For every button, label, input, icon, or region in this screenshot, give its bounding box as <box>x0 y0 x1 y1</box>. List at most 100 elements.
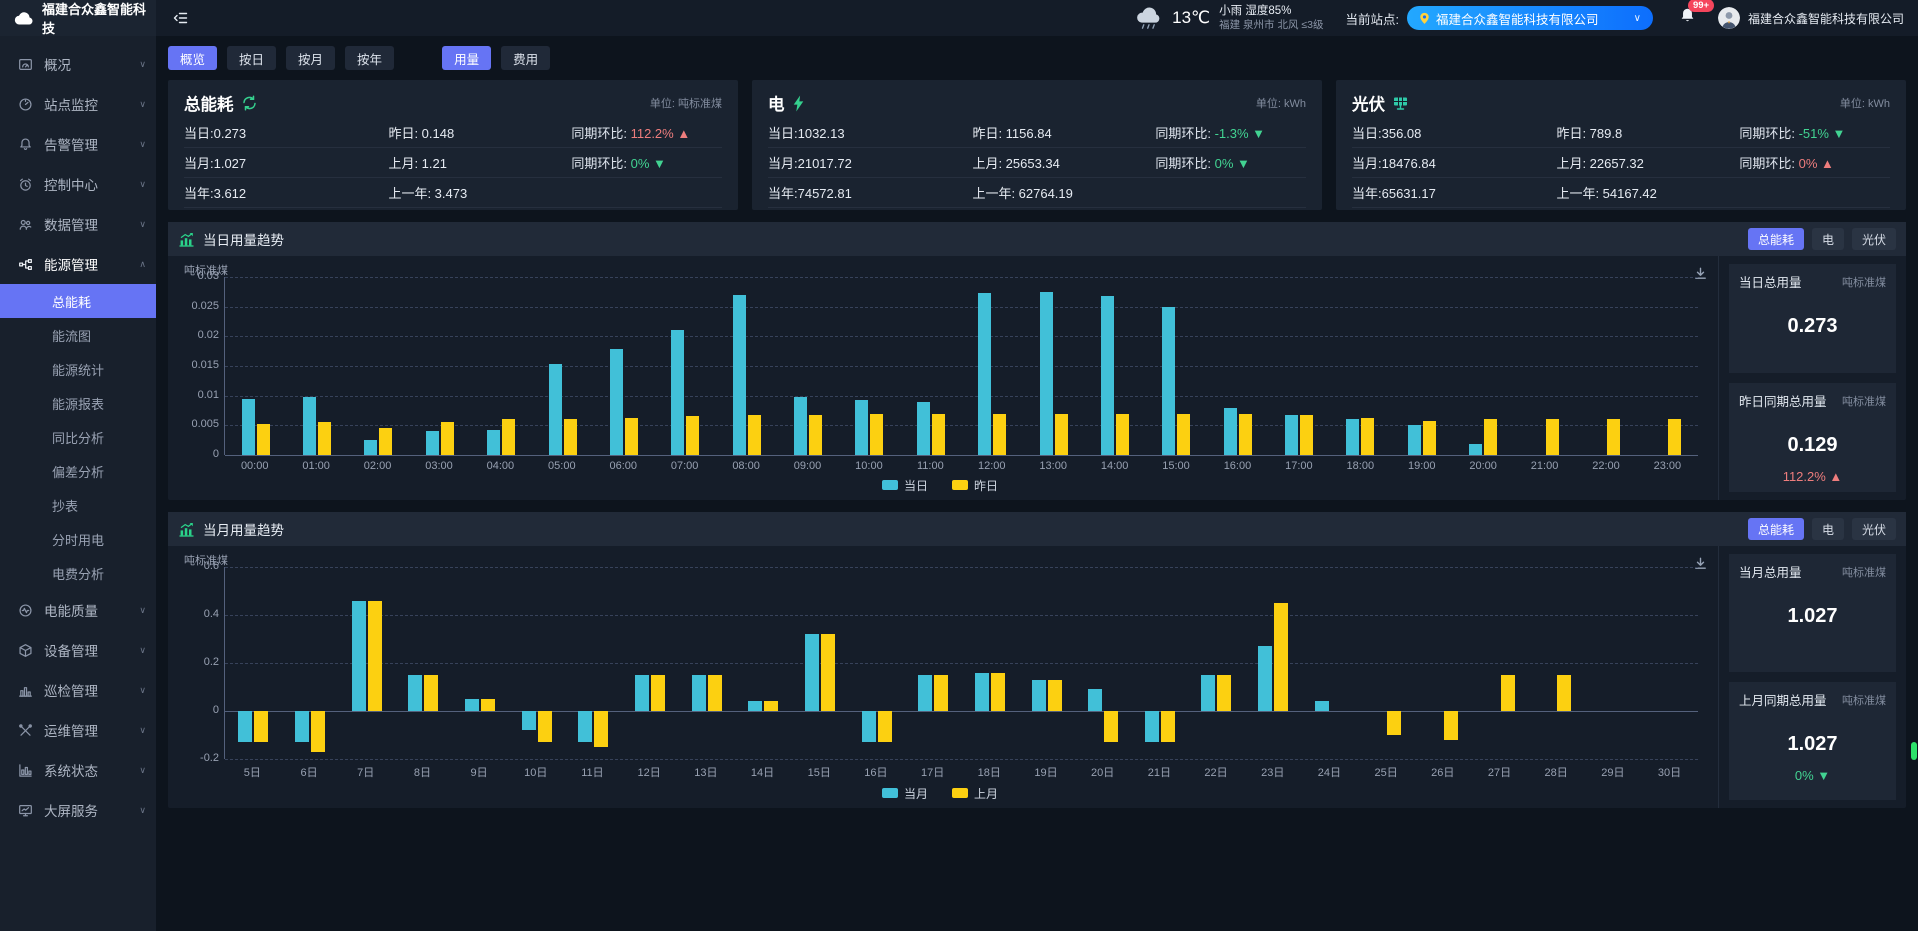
site-selector[interactable]: 福建合众鑫智能科技有限公司 ∨ <box>1406 6 1653 30</box>
bar-昨日[interactable] <box>502 419 516 455</box>
bar-昨日[interactable] <box>1054 413 1068 455</box>
bar-当日[interactable] <box>1100 296 1114 455</box>
bar-昨日[interactable] <box>1300 414 1314 455</box>
bar-上月[interactable] <box>310 711 325 752</box>
notifications-button[interactable]: 99+ <box>1679 0 1715 29</box>
bar-昨日[interactable] <box>747 414 761 455</box>
bar-昨日[interactable] <box>1115 413 1129 455</box>
bar-上月[interactable] <box>254 711 269 743</box>
bar-当日[interactable] <box>609 349 623 455</box>
bar-上月[interactable] <box>707 675 722 711</box>
collapse-menu-icon[interactable] <box>172 10 189 26</box>
chart-toggle-pv[interactable]: 光伏 <box>1851 228 1896 250</box>
bar-当日[interactable] <box>978 293 992 455</box>
bar-当月[interactable] <box>238 711 253 743</box>
sidebar-subitem-energy-report[interactable]: 能源报表 <box>52 396 105 412</box>
tab-overview[interactable]: 概览 <box>168 46 218 70</box>
bar-上月[interactable] <box>367 600 382 711</box>
scrollbar-thumb[interactable] <box>1911 742 1917 760</box>
bar-昨日[interactable] <box>563 419 577 455</box>
chart-toggle-pv[interactable]: 光伏 <box>1851 518 1896 540</box>
bar-昨日[interactable] <box>379 428 393 455</box>
chart-toggle-electric[interactable]: 电 <box>1811 518 1844 540</box>
legend-item[interactable]: 当月 <box>881 785 928 802</box>
bar-当日[interactable] <box>1469 444 1483 455</box>
bar-当月[interactable] <box>351 600 366 711</box>
bar-当月[interactable] <box>1144 711 1159 743</box>
legend-item[interactable]: 昨日 <box>952 477 998 494</box>
bar-当日[interactable] <box>1285 414 1299 455</box>
tab-by-year[interactable]: 按年 <box>345 46 395 70</box>
bar-昨日[interactable] <box>993 413 1007 455</box>
sidebar-subitem-energy-stats[interactable]: 能源统计 <box>52 362 105 378</box>
tab-usage[interactable]: 用量 <box>442 46 492 70</box>
bar-当日[interactable] <box>1223 407 1237 455</box>
bar-上月[interactable] <box>877 711 892 743</box>
chart-toggle-total-energy[interactable]: 总能耗 <box>1747 228 1804 250</box>
bar-上月[interactable] <box>650 675 665 711</box>
bar-上月[interactable] <box>820 634 835 711</box>
sidebar-subitem-tou-power[interactable]: 分时用电 <box>52 532 105 548</box>
bar-当月[interactable] <box>1258 646 1273 711</box>
bar-当月[interactable] <box>1314 701 1329 711</box>
bar-上月[interactable] <box>480 699 495 711</box>
bar-当日[interactable] <box>1039 291 1053 455</box>
bar-当日[interactable] <box>916 401 930 455</box>
bar-昨日[interactable] <box>1484 419 1498 455</box>
tab-by-day[interactable]: 按日 <box>227 46 277 70</box>
bar-当日[interactable] <box>241 398 255 455</box>
bar-当月[interactable] <box>918 675 933 711</box>
sidebar-item-alarm-management[interactable]: 告警管理 ∨ <box>0 124 156 164</box>
sidebar-item-system-status[interactable]: 系统状态 ∨ <box>0 750 156 790</box>
bar-上月[interactable] <box>1557 675 1572 711</box>
sidebar-subitem-meter-reading[interactable]: 抄表 <box>52 498 79 514</box>
bar-当月[interactable] <box>1201 675 1216 711</box>
bar-当月[interactable] <box>464 699 479 711</box>
bar-当日[interactable] <box>671 330 685 455</box>
bar-上月[interactable] <box>424 675 439 711</box>
bar-当月[interactable] <box>634 675 649 711</box>
bar-昨日[interactable] <box>870 413 884 455</box>
sidebar-subitem-tariff-analysis[interactable]: 电费分析 <box>52 566 105 582</box>
chart-toggle-electric[interactable]: 电 <box>1811 228 1844 250</box>
bar-昨日[interactable] <box>1422 420 1436 455</box>
bar-昨日[interactable] <box>1177 413 1191 455</box>
bar-当日[interactable] <box>1346 419 1360 455</box>
tab-cost[interactable]: 费用 <box>501 46 551 70</box>
legend-item[interactable]: 上月 <box>952 785 998 802</box>
sidebar-item-data-management[interactable]: 数据管理 ∨ <box>0 204 156 244</box>
bar-当月[interactable] <box>521 711 536 731</box>
sidebar-item-ops-management[interactable]: 运维管理 ∨ <box>0 710 156 750</box>
sidebar-item-power-quality[interactable]: 电能质量 ∨ <box>0 590 156 630</box>
chart-toggle-total-energy[interactable]: 总能耗 <box>1747 518 1804 540</box>
bar-当日[interactable] <box>732 294 746 455</box>
bar-上月[interactable] <box>594 711 609 747</box>
bar-当月[interactable] <box>861 711 876 743</box>
bar-当日[interactable] <box>548 364 562 455</box>
bar-当月[interactable] <box>974 672 989 711</box>
bar-昨日[interactable] <box>440 422 454 455</box>
bar-昨日[interactable] <box>931 413 945 455</box>
bar-上月[interactable] <box>1387 711 1402 735</box>
bar-昨日[interactable] <box>1606 419 1620 455</box>
bar-昨日[interactable] <box>1668 419 1682 455</box>
sidebar-item-bigscreen-service[interactable]: 大屏服务 ∨ <box>0 790 156 830</box>
bar-当月[interactable] <box>1031 679 1046 711</box>
bar-昨日[interactable] <box>318 422 332 455</box>
bar-当日[interactable] <box>1407 425 1421 455</box>
bar-当日[interactable] <box>794 396 808 455</box>
bar-上月[interactable] <box>934 675 949 711</box>
bar-昨日[interactable] <box>256 423 270 455</box>
bar-昨日[interactable] <box>1545 419 1559 455</box>
sidebar-item-inspection-management[interactable]: 巡检管理 ∨ <box>0 670 156 710</box>
bar-当日[interactable] <box>487 429 501 455</box>
bar-当日[interactable] <box>1162 306 1176 455</box>
bar-昨日[interactable] <box>1238 413 1252 455</box>
bar-昨日[interactable] <box>624 418 638 455</box>
bar-当月[interactable] <box>578 711 593 743</box>
bar-当月[interactable] <box>748 701 763 711</box>
bar-昨日[interactable] <box>809 414 823 455</box>
bar-当月[interactable] <box>1088 689 1103 711</box>
bar-当月[interactable] <box>294 711 309 743</box>
bar-上月[interactable] <box>1500 675 1515 711</box>
